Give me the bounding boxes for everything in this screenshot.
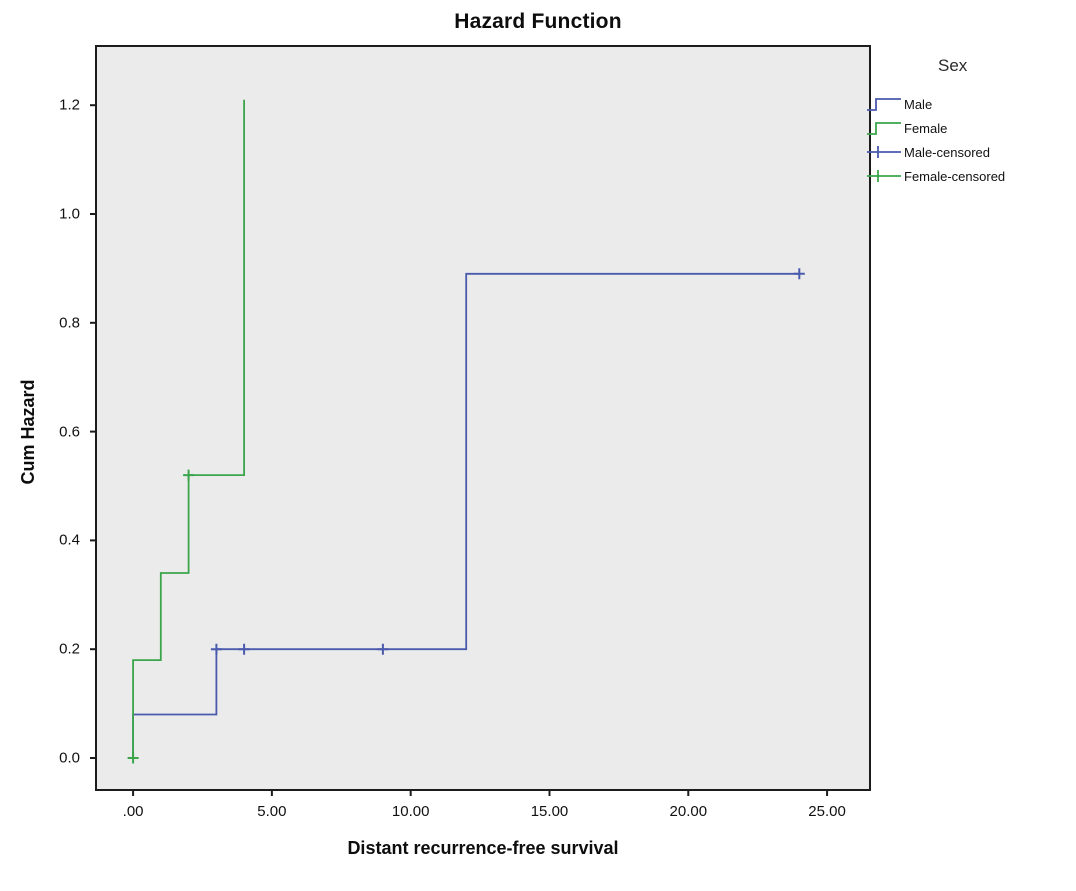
censored-marker-male	[377, 643, 389, 655]
censored-marker-male	[238, 643, 250, 655]
plot-canvas	[90, 99, 829, 796]
censored-plus-icon	[867, 170, 901, 182]
legend-label: Female	[904, 120, 948, 136]
y-tick-label: 1.2	[59, 96, 80, 114]
y-tick-label: 0.4	[59, 531, 80, 549]
censored-plus-icon	[867, 146, 901, 158]
legend-entries: Male Female Male-censored Female-censored	[866, 92, 1071, 188]
series-line-male	[132, 272, 800, 758]
x-tick-label: 10.00	[391, 803, 430, 820]
legend-entry-male-censored: Male-censored	[866, 140, 1071, 164]
legend-entry-female: Female	[866, 116, 1071, 140]
censored-marker-male	[210, 643, 222, 655]
legend-title: Sex	[938, 56, 968, 75]
x-tick-label: 25.00	[808, 803, 846, 820]
censored-marker-male	[793, 268, 805, 280]
step-line-icon	[867, 98, 901, 111]
y-tick-label: 1.0	[59, 205, 80, 223]
y-tick-label: 0.6	[59, 423, 80, 441]
legend-entry-male: Male	[866, 92, 1071, 116]
legend-label: Male	[904, 96, 933, 112]
y-tick-label: 0.8	[59, 314, 80, 332]
chart-title: Hazard Function	[454, 10, 622, 33]
x-tick-label: 5.00	[257, 803, 287, 820]
y-tick-label: 0.2	[59, 640, 80, 658]
y-tick-label: 0.0	[59, 749, 80, 767]
legend: Sex Male Female Male-censored Female-censor…	[866, 56, 1071, 188]
step-line-icon	[867, 122, 901, 135]
x-tick-label: 20.00	[669, 803, 708, 820]
censored-marker-female	[127, 752, 139, 764]
x-tick-label: 15.00	[530, 803, 569, 820]
censored-marker-female	[183, 469, 195, 481]
series-line-female	[132, 99, 246, 758]
legend-label: Female-censored	[904, 168, 1006, 184]
x-axis-label: Distant recurrence-free survival	[347, 838, 619, 858]
legend-label: Male-censored	[904, 144, 990, 160]
plot-area	[90, 45, 871, 796]
x-tick-label: .00	[122, 803, 144, 820]
legend-entry-female-censored: Female-censored	[866, 164, 1071, 188]
